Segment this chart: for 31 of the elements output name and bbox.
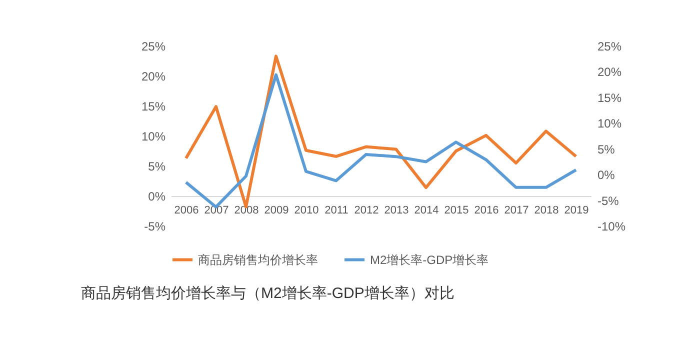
x-tick-label: 2013 [384, 204, 409, 216]
x-tick-label: 2015 [444, 204, 469, 216]
y-tick-label: 25% [141, 40, 166, 54]
y-tick-label: -5% [144, 220, 166, 234]
x-tick-label: 2008 [234, 204, 259, 216]
y2-tick-label: 0% [598, 168, 616, 182]
legend-label: 商品房销售均价增长率 [198, 252, 318, 267]
x-tick-label: 2014 [414, 204, 439, 216]
y-tick-label: 15% [141, 100, 166, 114]
x-tick-label: 2018 [534, 204, 559, 216]
y-tick-label: 20% [141, 70, 166, 84]
y2-tick-label: -5% [598, 194, 620, 208]
y2-tick-label: 20% [598, 65, 622, 80]
x-tick-label: 2012 [354, 204, 379, 216]
x-tick-label: 2019 [564, 204, 589, 216]
x-tick-label: 2006 [174, 204, 199, 216]
x-tick-label: 2009 [264, 204, 289, 216]
y2-tick-label: 5% [598, 142, 616, 156]
x-tick-label: 2010 [294, 204, 319, 216]
y-tick-label: 10% [141, 130, 166, 144]
y2-tick-label: 15% [598, 90, 622, 105]
y-tick-label: 5% [148, 160, 166, 174]
x-tick-label: 2011 [324, 204, 348, 216]
y2-tick-label: 25% [598, 40, 622, 54]
y2-tick-label: 10% [598, 116, 622, 131]
y2-tick-label: -10% [598, 220, 626, 234]
x-tick-label: 2016 [474, 204, 499, 216]
text: 商品房销售均价增长率与（M2增长率-GDP增长率）对比 [80, 285, 454, 302]
y-tick-label: 0% [148, 190, 166, 204]
legend-label: M2增长率-GDP增长率 [370, 252, 489, 267]
x-tick-label: 2017 [504, 204, 529, 216]
